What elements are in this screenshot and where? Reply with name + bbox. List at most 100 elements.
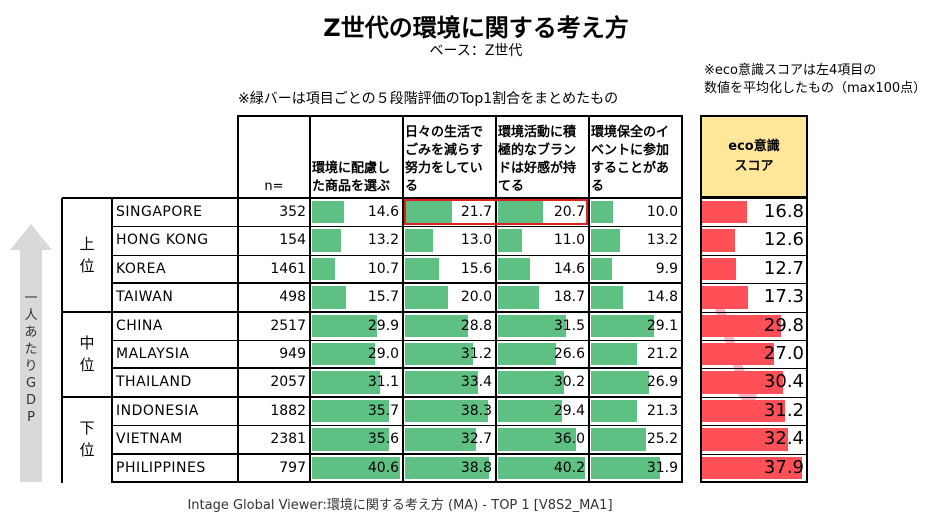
value-label: 14.8 xyxy=(646,289,678,306)
score-bar xyxy=(702,399,785,423)
value-label: 21.3 xyxy=(646,402,678,419)
score-row-divider xyxy=(700,311,808,313)
rank-top xyxy=(62,197,112,199)
value-bar xyxy=(405,428,476,451)
value-bar xyxy=(498,201,543,224)
value-bar xyxy=(405,371,478,394)
value-bar xyxy=(498,428,577,451)
score-row-divider xyxy=(700,283,808,285)
score-value: 37.9 xyxy=(763,456,804,478)
value-bar xyxy=(591,399,638,423)
score-bar xyxy=(702,428,788,451)
value-label: 20.7 xyxy=(553,204,585,220)
value-bar xyxy=(591,343,638,366)
column-divider xyxy=(309,115,311,483)
group-label: 下位 xyxy=(62,397,112,482)
value-bar xyxy=(405,456,490,479)
value-label: 32.7 xyxy=(460,431,492,448)
n-value: 2057 xyxy=(270,374,306,391)
score-value: 17.3 xyxy=(763,286,804,308)
value-label: 11.0 xyxy=(553,232,585,249)
score-bar xyxy=(702,257,736,281)
value-label: 15.6 xyxy=(460,260,492,277)
value-bar xyxy=(312,286,347,309)
n-value: 154 xyxy=(279,232,306,249)
value-bar xyxy=(312,428,390,451)
n-value: 797 xyxy=(279,459,306,476)
score-note: ※eco意識スコアは左4項目の 数値を平均化したもの（max100点） xyxy=(704,62,926,98)
score-left xyxy=(700,198,702,483)
highlight-box xyxy=(404,199,588,226)
value-bar xyxy=(498,314,567,337)
column-divider xyxy=(111,198,113,483)
score-row-divider xyxy=(700,425,808,427)
country-label: CHINA xyxy=(116,317,163,334)
score-header-line: スコア xyxy=(734,158,774,174)
country-label: KOREA xyxy=(116,260,167,277)
column-divider xyxy=(495,115,497,483)
score-value: 31.2 xyxy=(763,399,804,421)
score-row-divider xyxy=(700,197,808,199)
score-header: eco意識スコア xyxy=(700,115,808,198)
value-bar xyxy=(405,257,439,281)
value-bar xyxy=(591,201,613,224)
value-bar xyxy=(312,257,336,281)
column-header: 環境活動に積極的なブランドは好感が持てる xyxy=(498,125,577,194)
column-divider xyxy=(681,115,683,483)
score-bar xyxy=(702,343,774,366)
n-value: 352 xyxy=(279,204,306,220)
n-value: 1461 xyxy=(270,260,306,277)
score-value: 27.0 xyxy=(763,343,804,364)
row-divider xyxy=(112,452,682,455)
value-label: 30.2 xyxy=(553,374,585,391)
value-label: 36.0 xyxy=(553,431,585,448)
value-bar xyxy=(312,314,377,337)
value-label: 28.8 xyxy=(460,317,492,334)
country-label: TAIWAN xyxy=(116,289,174,306)
column-divider xyxy=(402,115,404,483)
n-value: 2517 xyxy=(270,317,306,334)
value-label: 18.7 xyxy=(553,289,585,306)
value-label: 29.4 xyxy=(553,402,585,419)
value-bar xyxy=(405,201,453,224)
value-bar xyxy=(405,229,434,252)
score-row-divider xyxy=(700,254,808,256)
score-value: 32.4 xyxy=(763,428,804,450)
value-bar xyxy=(498,399,562,423)
bar-note: ※緑バーは項目ごとの５段階評価のTop1割合をまとめたもの xyxy=(238,91,619,107)
value-label: 31.5 xyxy=(553,317,585,334)
value-bar xyxy=(591,257,613,281)
country-label: SINGAPORE xyxy=(116,204,203,220)
column-header: 環境に配慮した商品を選ぶ xyxy=(312,161,391,194)
value-label: 14.6 xyxy=(367,204,399,220)
score-row-divider xyxy=(700,368,808,370)
score-value: 12.7 xyxy=(763,257,804,279)
group-label-char: 位 xyxy=(79,256,95,275)
row-divider xyxy=(112,367,682,370)
row-divider xyxy=(112,282,682,285)
score-bar xyxy=(702,456,803,479)
score-header-line: eco意識 xyxy=(728,138,780,154)
country-label: INDONESIA xyxy=(116,402,199,419)
value-bar xyxy=(498,257,530,281)
value-bar xyxy=(498,229,522,252)
value-label: 13.2 xyxy=(367,232,399,249)
n-value: 1882 xyxy=(270,402,306,419)
score-row-divider xyxy=(700,453,808,455)
value-bar xyxy=(591,286,624,309)
value-label: 38.8 xyxy=(460,459,492,476)
value-label: 35.6 xyxy=(367,431,399,448)
value-bar xyxy=(312,343,375,366)
score-note-line: ※eco意識スコアは左4項目の xyxy=(704,63,877,78)
column-divider xyxy=(61,198,63,483)
value-label: 29.1 xyxy=(646,317,678,334)
value-label: 31.2 xyxy=(460,346,492,362)
table-top xyxy=(238,115,682,117)
group-label-char: 中 xyxy=(79,334,95,353)
score-value: 16.8 xyxy=(763,201,804,222)
value-label: 31.9 xyxy=(646,459,678,476)
row-divider xyxy=(112,481,682,483)
value-bar xyxy=(591,371,650,394)
row-divider xyxy=(112,311,682,313)
